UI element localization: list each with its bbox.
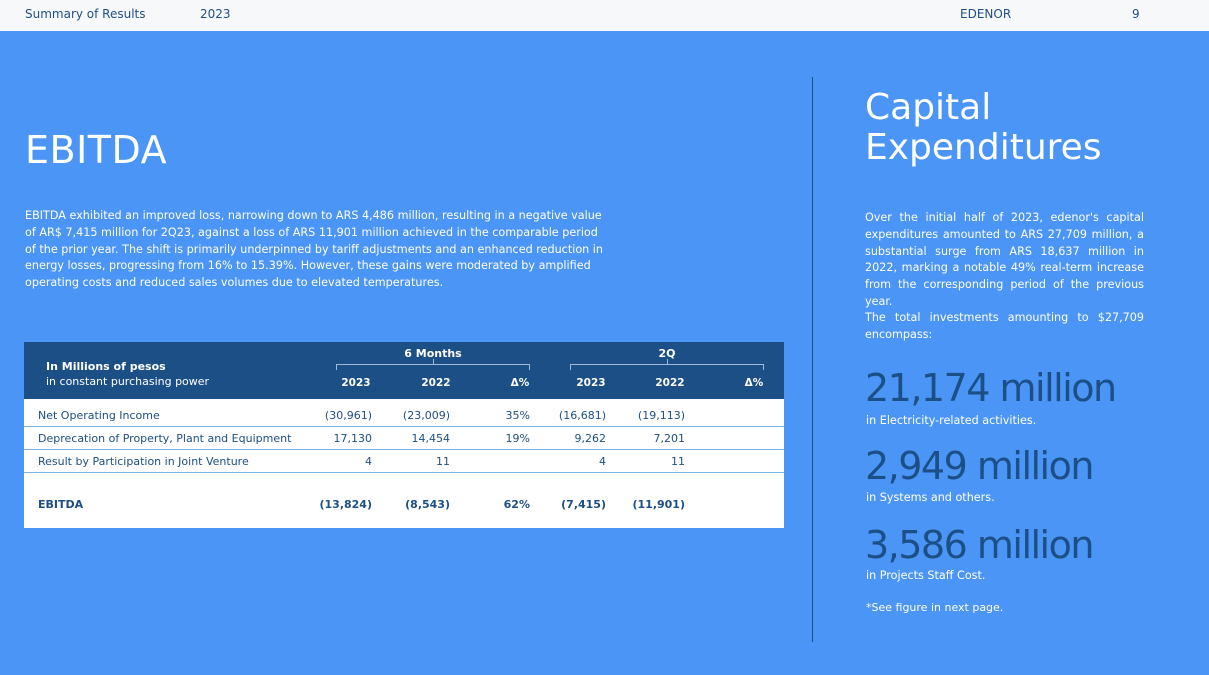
footnote: *See figure in next page. <box>866 601 1004 614</box>
cell-value: 11 <box>436 455 450 468</box>
metric-desc-systems: in Systems and others. <box>866 491 995 504</box>
ebitda-title: EBITDA <box>25 128 168 172</box>
capex-paragraph-2: The total investments amounting to $27,7… <box>865 311 1144 341</box>
total-value: (7,415) <box>561 498 606 511</box>
cell-value: (16,681) <box>558 409 606 422</box>
ebitda-paragraph: EBITDA exhibited an improved loss, narro… <box>25 209 604 290</box>
metric-value-staff: 3,586 million <box>865 523 1094 567</box>
cell-value: 14,454 <box>411 432 451 445</box>
cell-value: (30,961) <box>324 409 372 422</box>
ebitda-table: In Millions of pesos in constant purchas… <box>24 342 784 528</box>
total-value: 62% <box>503 498 530 511</box>
table-header: In Millions of pesos in constant purchas… <box>24 342 784 399</box>
total-value: (11,901) <box>632 498 685 511</box>
table-unit-subtitle: in constant purchasing power <box>46 375 210 388</box>
total-value: (8,543) <box>405 498 450 511</box>
capex-title-line1: Capital <box>865 87 992 128</box>
total-label: EBITDA <box>38 498 84 511</box>
column-header: 2023 <box>576 377 606 389</box>
cell-value: (23,009) <box>402 409 450 422</box>
group-brace-2q <box>570 359 764 370</box>
metric-value-electricity: 21,174 million <box>865 366 1117 410</box>
column-header: 2022 <box>421 377 451 389</box>
metric-value-systems: 2,949 million <box>865 444 1094 488</box>
group-header-6-months: 6 Months <box>404 347 462 360</box>
table-row: Net Operating Income (30,961) (23,009) 3… <box>24 405 784 427</box>
table-unit-title: In Millions of pesos <box>46 360 166 373</box>
cell-value: 35% <box>505 409 530 422</box>
row-label: Deprecation of Property, Plant and Equip… <box>38 432 292 445</box>
report-year: 2023 <box>200 7 231 21</box>
cell-value: 9,262 <box>574 432 607 445</box>
total-value: (13,824) <box>319 498 372 511</box>
column-header: 2022 <box>655 377 685 389</box>
cell-value: 7,201 <box>653 432 686 445</box>
column-header: 2023 <box>341 377 371 389</box>
top-bar: Summary of Results 2023 EDENOR 9 <box>0 0 1209 31</box>
cell-value: 4 <box>599 455 606 468</box>
capex-title: Capital Expenditures <box>865 88 1102 168</box>
column-divider <box>812 77 813 642</box>
row-label: Result by Participation in Joint Venture <box>38 455 249 468</box>
table-row: Result by Participation in Joint Venture… <box>24 451 784 473</box>
cell-value: 19% <box>505 432 530 445</box>
section-label: Summary of Results <box>25 7 146 21</box>
column-header: Δ% <box>744 377 764 389</box>
table-total-row: EBITDA (13,824) (8,543) 62% (7,415) (11,… <box>24 490 784 520</box>
table-row: Deprecation of Property, Plant and Equip… <box>24 428 784 450</box>
page-number: 9 <box>1132 7 1140 21</box>
metric-desc-staff: in Projects Staff Cost. <box>866 569 986 582</box>
cell-value: 4 <box>365 455 372 468</box>
metric-desc-electricity: in Electricity-related activities. <box>866 414 1037 427</box>
capex-title-line2: Expenditures <box>865 127 1102 168</box>
row-label: Net Operating Income <box>38 409 160 422</box>
cell-value: 17,130 <box>333 432 373 445</box>
column-header: Δ% <box>510 377 530 389</box>
capex-paragraph-1: Over the initial half of 2023, edenor's … <box>865 211 1144 308</box>
brand-label: EDENOR <box>960 7 1012 21</box>
group-brace-6-months <box>336 359 530 370</box>
group-header-2q: 2Q <box>658 347 676 360</box>
cell-value: 11 <box>671 455 685 468</box>
cell-value: (19,113) <box>637 409 685 422</box>
